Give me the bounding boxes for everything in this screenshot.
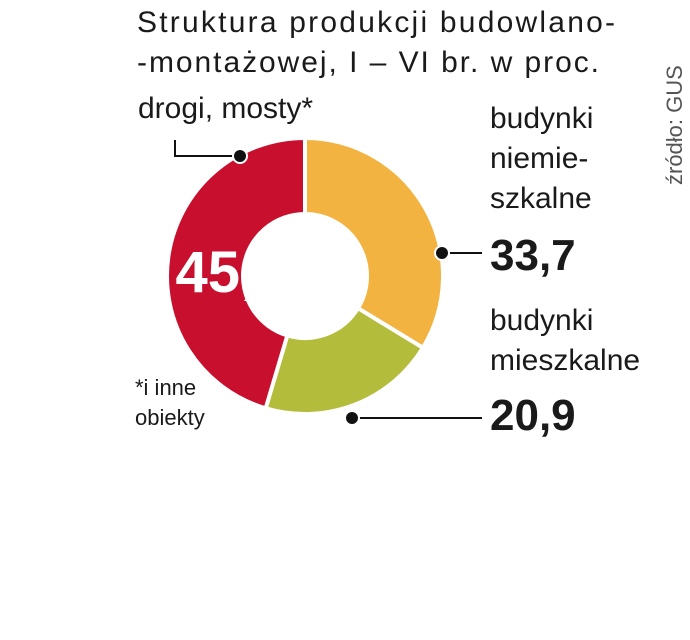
chart-title: -montażowej, I – VI br. w proc. bbox=[137, 46, 599, 79]
category-label: szkalne bbox=[490, 182, 592, 215]
source: źródło: GUS bbox=[662, 65, 687, 185]
note: *i inne bbox=[135, 375, 196, 400]
chart-title: Struktura produkcji budowlano- bbox=[137, 6, 615, 39]
category-label: niemie- bbox=[490, 142, 588, 175]
category-label: budynki bbox=[490, 102, 593, 135]
category-label: drogi, mosty* bbox=[138, 92, 313, 125]
leader-dot bbox=[232, 148, 248, 164]
note: obiekty bbox=[135, 405, 205, 430]
leader-line bbox=[174, 140, 240, 157]
leader-dot bbox=[344, 410, 360, 426]
category-label: budynki bbox=[490, 304, 593, 337]
donut-slice bbox=[165, 135, 307, 411]
donut-slice bbox=[303, 135, 445, 351]
value-label: 33,7 bbox=[490, 231, 576, 280]
donut-slice bbox=[263, 305, 426, 416]
value-label: 45,4 bbox=[176, 240, 289, 305]
category-label: mieszkalne bbox=[490, 344, 640, 377]
value-label: 20,9 bbox=[490, 391, 576, 440]
leader-dot bbox=[434, 245, 450, 261]
